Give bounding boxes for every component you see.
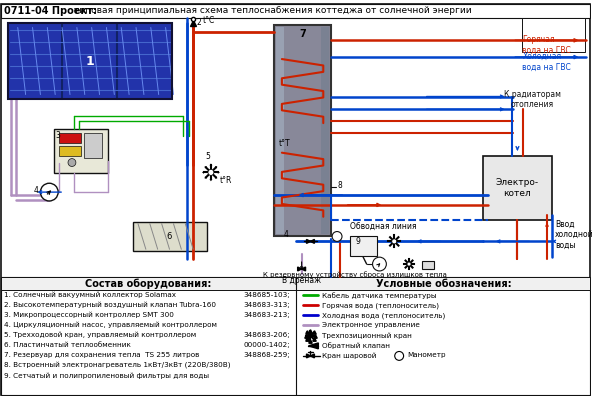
Text: 2. Высокотемпературный воздушный клапан Tubra-160: 2. Высокотемпературный воздушный клапан … — [4, 302, 216, 308]
Text: Электро-
котел: Электро- котел — [496, 178, 539, 198]
Bar — [8, 23, 172, 99]
Text: Манометр: Манометр — [407, 352, 446, 358]
Text: К резервному устройству сброса излишков тепла: К резервному устройству сброса излишков … — [263, 271, 447, 278]
Text: t°R: t°R — [220, 176, 232, 185]
Bar — [1, 4, 590, 18]
Text: К радиаторам
отопления: К радиаторам отопления — [504, 90, 561, 109]
Polygon shape — [205, 176, 207, 179]
Text: Трехпозиционный кран: Трехпозиционный кран — [322, 332, 412, 339]
Text: Состав оборудования:: Состав оборудования: — [85, 279, 211, 289]
Circle shape — [332, 231, 342, 241]
Text: 6. Пластинчатый теплообменник: 6. Пластинчатый теплообменник — [4, 342, 131, 348]
Text: Электронное управление: Электронное управление — [322, 322, 420, 328]
Text: Обводная линия: Обводная линия — [350, 222, 416, 231]
Polygon shape — [209, 164, 212, 166]
Text: 7. Резервуар для сохранения тепла  TS 255 литров: 7. Резервуар для сохранения тепла TS 255… — [4, 352, 199, 358]
Bar — [322, 26, 329, 235]
Text: 6: 6 — [167, 232, 172, 241]
Polygon shape — [215, 176, 217, 179]
Text: 5: 5 — [206, 152, 211, 160]
Polygon shape — [202, 171, 204, 174]
Bar — [54, 129, 109, 174]
Bar — [523, 18, 586, 52]
Text: 0711-04 Проект:: 0711-04 Проект: — [4, 6, 97, 16]
Text: 2: 2 — [196, 18, 201, 27]
Text: 348868-259;: 348868-259; — [244, 352, 290, 358]
Polygon shape — [298, 267, 305, 271]
Bar — [8, 23, 172, 99]
Text: 348683-206;: 348683-206; — [244, 332, 290, 338]
Text: Холодная
вода на ГВС: Холодная вода на ГВС — [523, 52, 571, 71]
Bar — [274, 25, 331, 237]
Text: 8. Встроенный электронагреватель 1кВт/3кВт (220В/380В): 8. Встроенный электронагреватель 1кВт/3к… — [4, 362, 230, 369]
Polygon shape — [218, 171, 220, 174]
Text: 348685-103;: 348685-103; — [244, 292, 290, 298]
Circle shape — [407, 262, 411, 266]
Text: Обратный клапан: Обратный клапан — [322, 342, 390, 349]
Circle shape — [392, 239, 397, 244]
Polygon shape — [307, 239, 314, 243]
Text: Горячая вода (теплоноситель): Горячая вода (теплоноситель) — [322, 302, 439, 309]
Text: t°C: t°C — [203, 16, 215, 25]
Bar — [350, 237, 377, 256]
Polygon shape — [209, 179, 212, 181]
Text: 5. Трехходовой кран, управляемый контроллером: 5. Трехходовой кран, управляемый контрол… — [4, 332, 196, 338]
Circle shape — [373, 257, 386, 271]
Bar — [276, 26, 284, 235]
Text: 3: 3 — [55, 131, 60, 140]
Text: 00000-1402;: 00000-1402; — [244, 342, 290, 348]
Text: 348683-213;: 348683-213; — [244, 312, 290, 318]
Text: 348683-313;: 348683-313; — [244, 302, 290, 308]
Bar — [1, 277, 296, 290]
Bar — [59, 146, 81, 156]
Text: Горячая
вода на ГВС: Горячая вода на ГВС — [523, 36, 571, 55]
Text: 4: 4 — [34, 186, 38, 195]
Circle shape — [208, 170, 214, 175]
Text: Ввод
холодной
воды: Ввод холодной воды — [555, 219, 593, 249]
Text: 1. Солнечный вакуумный коллектор Solamax: 1. Солнечный вакуумный коллектор Solamax — [4, 292, 176, 298]
Bar — [483, 156, 552, 220]
Text: 4. Циркуляционный насос, управляемый контроллером: 4. Циркуляционный насос, управляемый кон… — [4, 322, 217, 328]
Polygon shape — [307, 354, 314, 358]
Bar — [59, 133, 81, 143]
Text: 7: 7 — [299, 30, 306, 40]
Polygon shape — [215, 166, 217, 168]
Text: Холодная вода (теплоноситель): Холодная вода (теплоноситель) — [322, 312, 446, 319]
Text: В дренаж: В дренаж — [282, 276, 321, 285]
Bar — [296, 277, 590, 290]
Circle shape — [68, 158, 76, 166]
Bar — [133, 222, 207, 251]
Text: 8: 8 — [337, 181, 342, 190]
Circle shape — [40, 183, 58, 201]
Text: t°T: t°T — [279, 139, 290, 148]
Text: 1: 1 — [85, 55, 94, 67]
Polygon shape — [308, 343, 319, 349]
Text: 4: 4 — [283, 230, 288, 239]
Text: типовая принципиальная схема теплоснабжения коттеджа от солнечной энергии: типовая принципиальная схема теплоснабже… — [71, 6, 472, 15]
Bar — [1, 277, 590, 395]
Text: Условные обозначения:: Условные обозначения: — [376, 279, 511, 289]
Text: 9. Сетчатый и полипропиленовый фильтры для воды: 9. Сетчатый и полипропиленовый фильтры д… — [4, 372, 209, 379]
Text: 3. Микропроцессорный контроллер SMT 300: 3. Микропроцессорный контроллер SMT 300 — [4, 312, 174, 318]
Bar — [84, 133, 101, 158]
Circle shape — [395, 352, 404, 360]
Bar — [422, 261, 434, 269]
Polygon shape — [205, 166, 207, 168]
Text: Кран шаровой: Кран шаровой — [322, 352, 377, 359]
Text: Кабель датчика температуры: Кабель датчика температуры — [322, 292, 437, 299]
Text: 9: 9 — [355, 237, 360, 247]
